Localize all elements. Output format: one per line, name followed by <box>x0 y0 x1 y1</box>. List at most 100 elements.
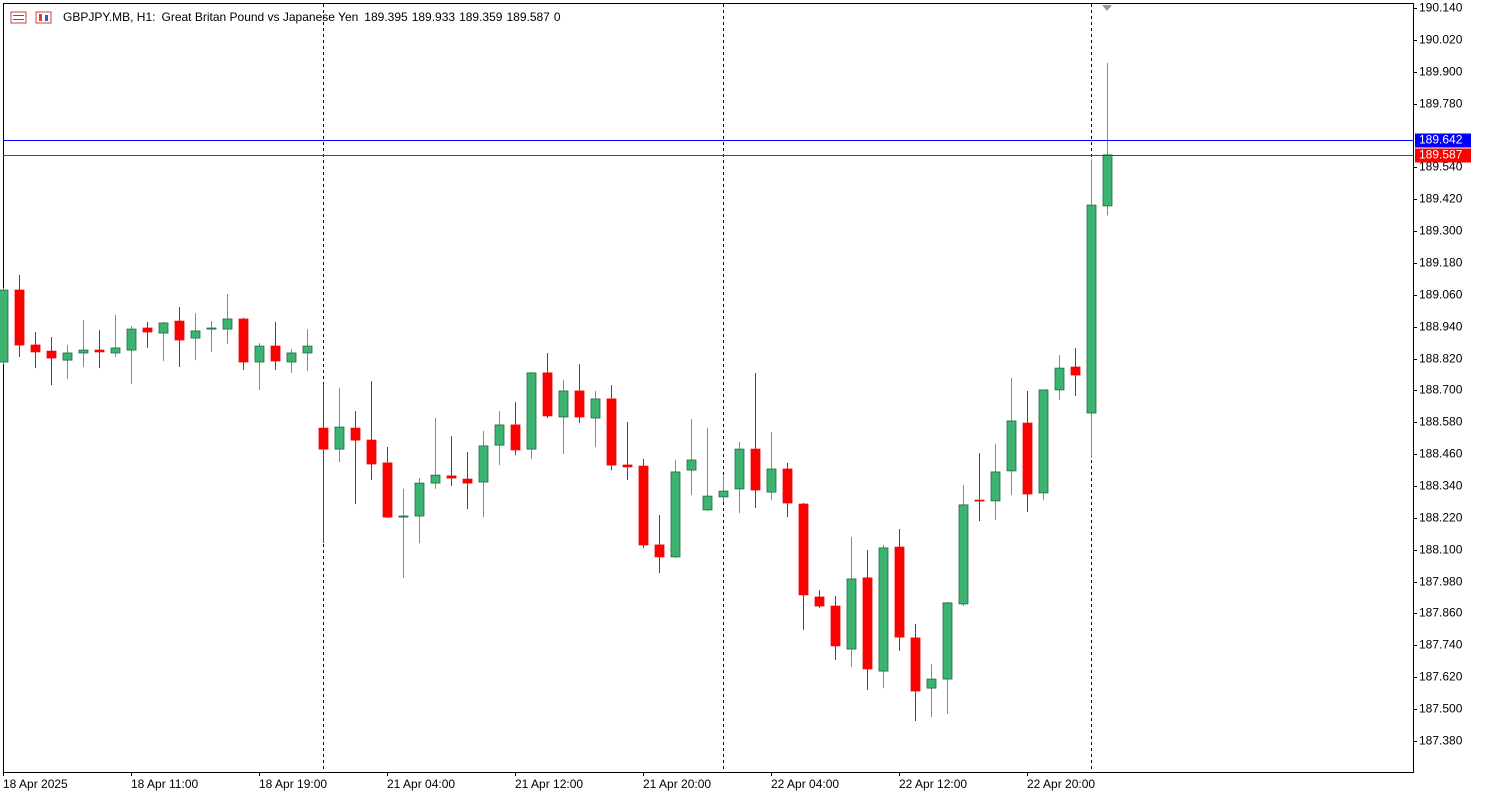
candle-body <box>430 474 441 484</box>
candle-body <box>798 503 809 596</box>
candle-body <box>974 499 985 502</box>
candle-body <box>1038 389 1049 494</box>
y-tick-label: 188.340 <box>1419 479 1463 493</box>
candle-body <box>254 345 265 363</box>
candle-body <box>1102 154 1113 207</box>
x-tick-label: 18 Apr 11:00 <box>131 777 198 791</box>
candle-body <box>878 547 889 672</box>
y-tick-label: 189.420 <box>1419 192 1463 206</box>
candle-body <box>606 398 617 466</box>
y-tick-label: 189.540 <box>1419 160 1463 174</box>
candle-body <box>1086 204 1097 414</box>
candle-body <box>446 475 457 479</box>
y-tick-label: 188.580 <box>1419 415 1463 429</box>
candle-body <box>782 468 793 504</box>
candle-body <box>318 427 329 450</box>
y-tick-label: 189.900 <box>1419 65 1463 79</box>
y-tick-label: 187.620 <box>1419 670 1463 684</box>
candle-body <box>622 464 633 468</box>
candle-body <box>814 596 825 607</box>
y-tick-label: 188.820 <box>1419 352 1463 366</box>
description: Great Britan Pound vs Japanese Yen <box>161 10 358 24</box>
x-tick-label: 22 Apr 04:00 <box>771 777 839 791</box>
y-tick-label: 190.020 <box>1419 33 1463 47</box>
bid-label: 189.587 <box>1419 148 1463 162</box>
candle-body <box>414 482 425 517</box>
header-high: 189.933 <box>412 10 456 24</box>
candle-body <box>110 347 121 354</box>
candle-body <box>366 439 377 465</box>
y-tick-label: 187.500 <box>1419 702 1463 716</box>
candle-body <box>30 344 41 353</box>
candle-body <box>734 448 745 490</box>
header-icons <box>10 11 52 24</box>
candle-body <box>238 318 249 363</box>
y-tick-label: 190.140 <box>1419 1 1463 15</box>
x-tick-label: 22 Apr 20:00 <box>1027 777 1095 791</box>
candle-body <box>190 330 201 339</box>
header-volume: 0 <box>554 10 561 24</box>
candle-body <box>206 327 217 330</box>
shift-marker <box>1102 5 1112 11</box>
candle-body <box>830 605 841 647</box>
candle-body <box>926 678 937 689</box>
x-tick-label: 18 Apr 2025 <box>3 777 68 791</box>
candle-body <box>78 349 89 354</box>
candle-body <box>158 322 169 334</box>
candle-body <box>1022 422 1033 495</box>
icon <box>39 14 42 21</box>
candle-body <box>302 345 313 354</box>
candle-body <box>398 515 409 518</box>
bid-label-box <box>1415 148 1471 163</box>
candle-body <box>1054 367 1065 391</box>
candle-body <box>990 471 1001 502</box>
candle-body <box>654 544 665 558</box>
ask-label: 189.642 <box>1419 133 1463 147</box>
icon <box>35 11 52 24</box>
y-tick-label: 189.300 <box>1419 224 1463 238</box>
candle-body <box>46 350 57 359</box>
y-tick-label: 188.700 <box>1419 383 1463 397</box>
header-close: 189.587 <box>506 10 550 24</box>
y-tick-label: 187.380 <box>1419 734 1463 748</box>
candle-body <box>142 327 153 333</box>
candle-body <box>686 459 697 471</box>
x-tick-label: 21 Apr 20:00 <box>643 777 711 791</box>
candle-body <box>862 577 873 670</box>
candle-body <box>334 426 345 450</box>
candle-body <box>494 424 505 446</box>
candle-body <box>750 448 761 491</box>
candle-body <box>222 318 233 330</box>
y-tick-label: 188.100 <box>1419 543 1463 557</box>
candle-body <box>382 462 393 518</box>
y-tick-label: 189.780 <box>1419 97 1463 111</box>
candle-body <box>910 637 921 692</box>
candle-body <box>718 490 729 498</box>
x-tick-label: 21 Apr 04:00 <box>387 777 455 791</box>
candle-body <box>126 328 137 351</box>
candle-body <box>766 468 777 493</box>
candle-body <box>894 546 905 638</box>
icon <box>45 15 48 21</box>
candle-body <box>558 390 569 418</box>
candle-body <box>1006 420 1017 472</box>
chart-header: GBPJPY.MB, H1: Great Britan Pound vs Japa… <box>63 10 561 24</box>
candle-body <box>846 578 857 650</box>
candle-body <box>286 352 297 363</box>
y-tick-label: 189.180 <box>1419 256 1463 270</box>
candle-body <box>350 427 361 441</box>
candle-body <box>638 465 649 546</box>
candle-body <box>590 398 601 419</box>
ask-label-box <box>1415 133 1471 148</box>
candle-body <box>526 372 537 450</box>
symbol: GBPJPY.MB, H1: <box>63 10 155 24</box>
candle-body <box>702 495 713 511</box>
candle-body <box>14 289 25 346</box>
candle-body <box>510 424 521 451</box>
x-tick-label: 22 Apr 12:00 <box>899 777 967 791</box>
candle-body <box>270 345 281 362</box>
header-low: 189.359 <box>459 10 503 24</box>
candle-body <box>670 471 681 558</box>
